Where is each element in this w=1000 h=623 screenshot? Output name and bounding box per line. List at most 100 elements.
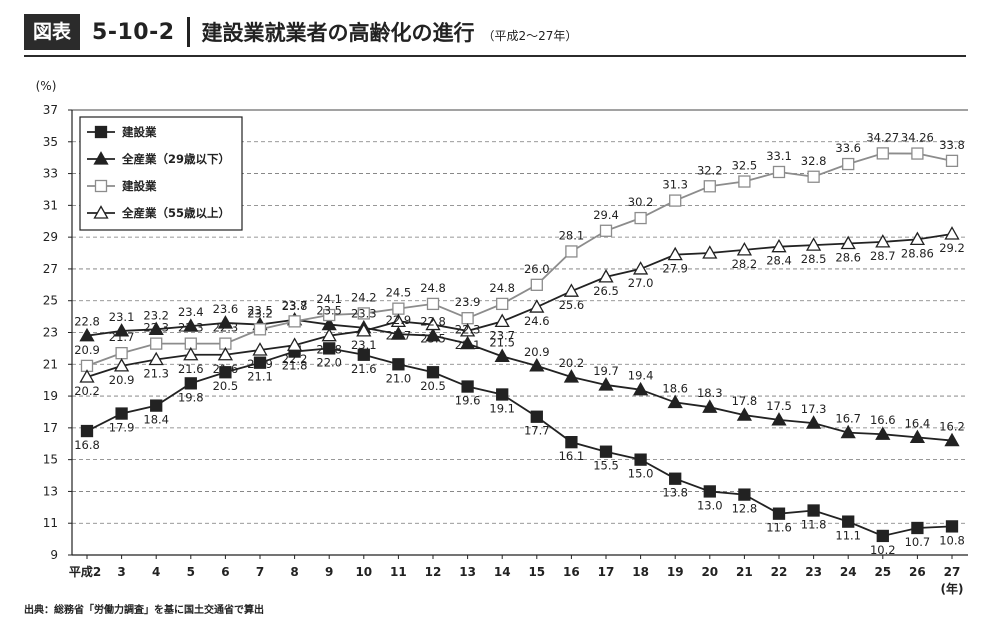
- construction-under29-point: [357, 348, 370, 361]
- y-tick-label: 35: [43, 135, 58, 149]
- all-industry-over55-value-label: 20.2: [74, 384, 100, 398]
- construction-over55-value-label: 34.26: [901, 131, 934, 145]
- construction-under29-point: [392, 358, 405, 371]
- all-industry-under29-value-label: 23.5: [316, 304, 342, 318]
- y-tick-label: 11: [43, 516, 58, 530]
- construction-over55-point: [357, 307, 370, 320]
- all-industry-over55-point: [113, 358, 130, 372]
- construction-under29-point: [738, 488, 751, 501]
- construction-under29-value-label: 15.5: [593, 459, 619, 473]
- all-industry-over55-value-label: 23.5: [420, 332, 446, 346]
- all-industry-under29-point: [667, 394, 683, 409]
- all-industry-under29-value-label: 16.2: [939, 420, 965, 434]
- all-industry-under29-point: [148, 321, 164, 335]
- all-industry-over55-value-label: 28.7: [870, 249, 896, 263]
- x-tick-label: 11: [390, 565, 407, 579]
- construction-over55-point: [945, 154, 959, 168]
- construction-under29-point: [807, 504, 820, 517]
- y-tick-label: 9: [50, 548, 58, 562]
- construction-over55-value-label: 22.3: [213, 321, 239, 335]
- figure-number: 5-10-2: [92, 19, 175, 45]
- all-industry-under29-point: [909, 429, 926, 444]
- all-industry-over55-point: [667, 246, 683, 261]
- construction-under29-point: [115, 407, 128, 420]
- all-industry-over55-point: [563, 283, 580, 297]
- construction-under29-value-label: 21.1: [247, 370, 273, 384]
- construction-over55-value-label: 23.9: [455, 295, 481, 309]
- construction-over55-point: [634, 211, 647, 225]
- construction-over55-point: [150, 337, 163, 350]
- construction-over55-point: [599, 224, 613, 237]
- legend-box: [79, 116, 243, 231]
- all-industry-under29-point: [494, 348, 510, 362]
- y-tick-label: 31: [43, 198, 58, 212]
- construction-under29-point: [530, 410, 543, 423]
- construction-under29-value-label: 17.7: [524, 424, 550, 438]
- all-industry-over55-value-label: 22.2: [282, 352, 308, 366]
- all-industry-under29-value-label: 16.6: [870, 413, 896, 427]
- x-tick-label: 4: [152, 565, 160, 579]
- all-industry-over55-point: [459, 323, 476, 337]
- construction-over55-point: [323, 308, 336, 322]
- all-industry-under29-value-label: 22.9: [386, 313, 412, 327]
- construction-under29-value-label: 10.7: [905, 535, 931, 549]
- all-industry-over55-value-label: 27.0: [628, 276, 654, 290]
- all-industry-over55-point: [286, 337, 303, 351]
- construction-under29-point: [184, 377, 197, 390]
- x-tick-label: 26: [909, 565, 926, 579]
- x-tick-label: 3: [117, 565, 125, 579]
- construction-over55-value-label: 20.9: [74, 343, 100, 357]
- all-industry-over55-value-label: 21.3: [143, 367, 169, 381]
- construction-over55-value-label: 21.7: [109, 330, 135, 344]
- all-industry-over55-value-label: 26.5: [593, 284, 619, 298]
- construction-under29-point: [219, 366, 232, 379]
- x-tick-label: 14: [494, 565, 511, 579]
- all-industry-over55-value-label: 23.1: [455, 338, 481, 352]
- figure-header: 図表 5-10-2 建設業就業者の高齢化の進行 （平成2～27年）: [24, 14, 577, 50]
- construction-over55-value-label: 22.3: [178, 321, 204, 335]
- all-industry-over55-point: [771, 238, 787, 253]
- all-industry-over55-point: [632, 261, 649, 275]
- construction-over55-value-label: 24.8: [420, 281, 446, 295]
- all-industry-under29-point: [771, 412, 787, 426]
- construction-over55-value-label: 23.2: [247, 306, 273, 320]
- construction-over55-point: [669, 194, 682, 207]
- all-industry-over55-point: [148, 351, 164, 366]
- x-tick-label: 24: [840, 565, 857, 579]
- construction-over55-value-label: 31.3: [662, 178, 688, 192]
- all-industry-under29-point: [598, 377, 614, 391]
- all-industry-under29-value-label: 23.6: [213, 302, 239, 316]
- x-tick-label: 20: [701, 565, 718, 579]
- all-industry-under29-point: [736, 407, 753, 421]
- x-unit-label: (年): [941, 581, 964, 596]
- x-tick-label: 13: [459, 565, 476, 579]
- y-tick-label: 37: [43, 103, 58, 117]
- all-industry-over55-value-label: 22.8: [316, 343, 342, 357]
- all-industry-under29-value-label: 17.5: [766, 399, 792, 413]
- construction-under29-point: [496, 388, 509, 401]
- construction-under29-point: [669, 472, 682, 485]
- all-industry-under29-point: [459, 335, 476, 350]
- construction-under29-point: [565, 436, 578, 449]
- source-note: 出典：総務省「労働力調査」を基に国土交通省で算出: [24, 605, 264, 616]
- construction-over55-value-label: 32.8: [801, 154, 827, 168]
- construction-under29-point: [80, 424, 94, 438]
- construction-under29-point: [876, 529, 889, 543]
- all-industry-over55-point: [702, 245, 718, 259]
- construction-under29-value-label: 17.9: [109, 421, 135, 435]
- construction-under29-value-label: 18.4: [143, 413, 169, 427]
- x-tick-label: 22: [771, 565, 788, 579]
- construction-under29-value-label: 21.6: [351, 362, 377, 376]
- construction-over55-value-label: 33.1: [766, 149, 792, 163]
- all-industry-under29-point: [217, 315, 234, 329]
- all-industry-under29-value-label: 17.8: [732, 394, 758, 408]
- y-tick-label: 29: [43, 230, 58, 244]
- construction-under29-value-label: 16.8: [74, 438, 100, 452]
- all-industry-under29-point: [183, 318, 199, 332]
- y-tick-label: 17: [43, 421, 58, 435]
- x-tick-label: 21: [736, 565, 753, 579]
- all-industry-under29-point: [875, 426, 891, 440]
- y-tick-label: 23: [43, 326, 58, 340]
- construction-under29-value-label: 19.6: [455, 394, 481, 408]
- all-industry-under29-value-label: 23.4: [178, 305, 204, 319]
